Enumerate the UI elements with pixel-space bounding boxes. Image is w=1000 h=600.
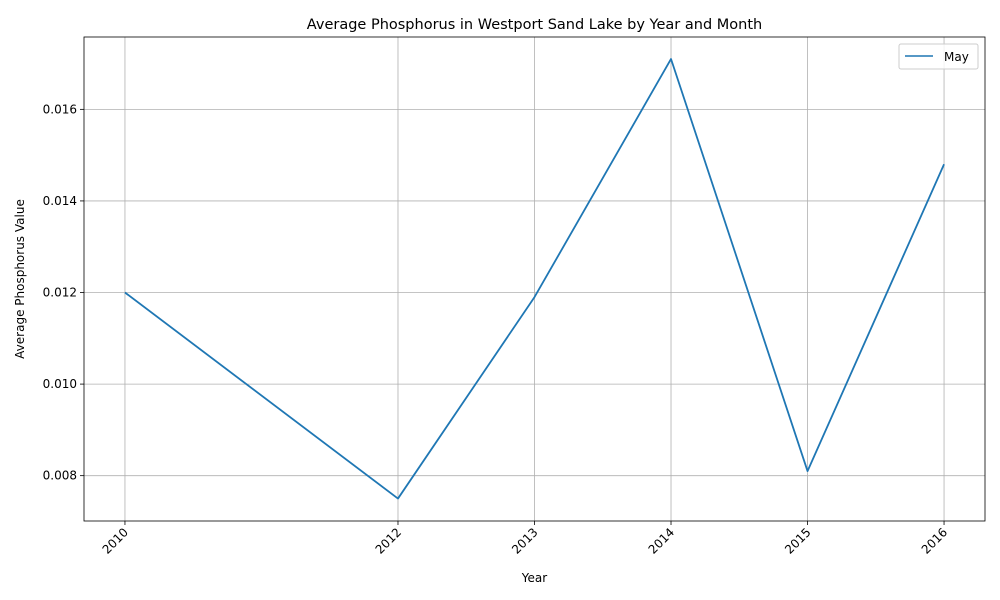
series-line-may [124,58,945,500]
legend: May [898,43,979,70]
grid [84,37,985,521]
y-tick-label: 0.016 [43,102,77,116]
y-tick-label: 0.008 [43,469,77,483]
y-tick-label: 0.012 [43,286,77,300]
x-axis-label: Year [521,571,547,585]
y-axis-label: Average Phosphorus Value [13,199,27,359]
chart-title: Average Phosphorus in Westport Sand Lake… [307,17,762,33]
legend-label-may: May [944,50,969,64]
series-layer [124,58,945,500]
y-tick-label: 0.014 [43,194,77,208]
y-axis-ticks: 0.008 0.010 0.012 0.014 0.016 [43,102,84,483]
y-tick-label: 0.010 [43,377,77,391]
legend-box [898,43,979,70]
